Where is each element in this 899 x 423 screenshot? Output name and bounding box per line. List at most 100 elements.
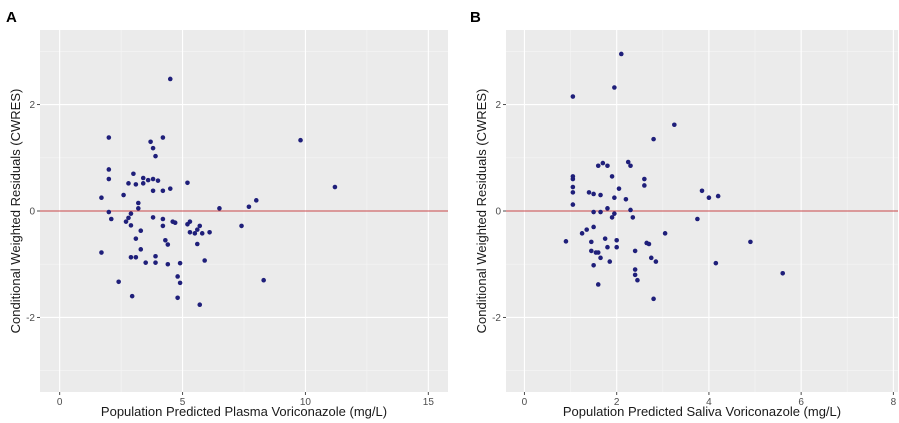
data-point (605, 206, 610, 211)
data-point (706, 195, 712, 200)
data-point (591, 209, 596, 215)
data-point (628, 163, 633, 169)
data-point (140, 175, 146, 181)
data-point (163, 237, 168, 243)
data-point (150, 215, 156, 220)
data-point (177, 260, 183, 266)
data-point (591, 224, 596, 230)
data-point (332, 184, 338, 190)
data-point (153, 153, 158, 159)
data-point (128, 211, 134, 216)
panel-b: B 0 2 4 6 8 -2 0 2 Population Predicted Saliva … (470, 9, 898, 419)
data-point (612, 211, 617, 216)
data-point (165, 242, 171, 247)
panel-b-x-tick-label: 6 (798, 397, 804, 408)
data-point (642, 183, 647, 188)
data-point (618, 51, 624, 57)
data-point (140, 181, 146, 186)
data-point (123, 219, 129, 224)
panel-b-y-tick-label: 0 (495, 207, 501, 218)
data-point (150, 176, 156, 182)
data-point (128, 223, 134, 228)
data-point (630, 215, 636, 220)
data-point (570, 94, 576, 99)
panel-a-points (99, 76, 338, 307)
data-point (202, 258, 207, 263)
data-point (153, 260, 158, 265)
data-point (632, 267, 638, 272)
data-point (131, 171, 136, 177)
data-point (715, 193, 721, 199)
data-point (239, 223, 244, 229)
panel-b-x-tick-label: 8 (891, 397, 897, 408)
data-point (187, 219, 193, 224)
data-point (584, 227, 590, 232)
data-point (195, 227, 200, 232)
data-point (605, 244, 610, 250)
data-point (133, 182, 139, 187)
data-point (136, 200, 141, 206)
data-point (586, 190, 592, 195)
panel-b-y-axis-title: Conditional Weighted Residuals (CWRES) (474, 89, 489, 334)
data-point (150, 145, 156, 151)
data-point (632, 272, 638, 278)
panel-a-y-tick-label: -2 (26, 313, 35, 324)
data-point (133, 255, 139, 260)
data-point (595, 250, 601, 255)
data-point (160, 188, 166, 194)
data-point (632, 248, 638, 254)
data-point (153, 253, 158, 259)
data-point (628, 207, 633, 213)
data-point (598, 255, 603, 261)
data-point (106, 209, 112, 215)
data-point (167, 76, 173, 82)
data-point (589, 248, 594, 254)
panel-b-x-tick-label: 2 (614, 397, 620, 408)
panel-a-x-tick-label: 5 (180, 397, 186, 408)
panel-a-tag: A (6, 9, 17, 26)
data-point (598, 192, 603, 198)
data-point (591, 191, 596, 197)
data-point (175, 295, 180, 301)
data-point (99, 195, 104, 200)
data-point (172, 220, 178, 226)
data-point (602, 236, 608, 241)
data-point (612, 195, 617, 200)
data-point (106, 176, 112, 182)
data-point (635, 277, 640, 283)
data-point (598, 209, 603, 215)
data-point (128, 255, 134, 260)
data-point (160, 223, 166, 229)
data-point (699, 188, 705, 194)
panel-b-x-axis-title: Population Predicted Saliva Voriconazole… (563, 404, 841, 419)
data-point (187, 229, 193, 235)
panel-a: A 0 5 10 15 -2 0 2 Population Predicted Plasma… (6, 9, 448, 419)
panel-b-x-tick-label: 0 (522, 397, 528, 408)
data-point (246, 204, 252, 210)
data-point (160, 216, 166, 222)
data-point (192, 231, 198, 236)
data-point (579, 231, 585, 236)
data-point (589, 239, 594, 245)
panel-a-x-tick-label: 15 (423, 397, 435, 408)
data-point (136, 206, 141, 211)
data-point (591, 263, 596, 268)
data-point (106, 135, 112, 140)
data-point (662, 231, 668, 236)
panel-a-y-tick-label: 2 (29, 100, 35, 111)
data-point (185, 180, 190, 186)
data-point (595, 282, 601, 287)
data-point (197, 223, 203, 229)
data-point (570, 184, 576, 190)
panel-a-y-tick-label: 0 (29, 207, 35, 218)
data-point (175, 274, 180, 279)
panel-b-ticks: 0 2 4 6 8 -2 0 2 (492, 100, 897, 408)
data-point (595, 163, 601, 169)
data-point (99, 250, 104, 255)
data-point (148, 139, 153, 145)
data-point (145, 177, 151, 183)
panel-b-tag: B (470, 9, 481, 26)
panel-a-x-axis-title: Population Predicted Plasma Voriconazole… (101, 404, 387, 419)
data-point (195, 241, 200, 247)
